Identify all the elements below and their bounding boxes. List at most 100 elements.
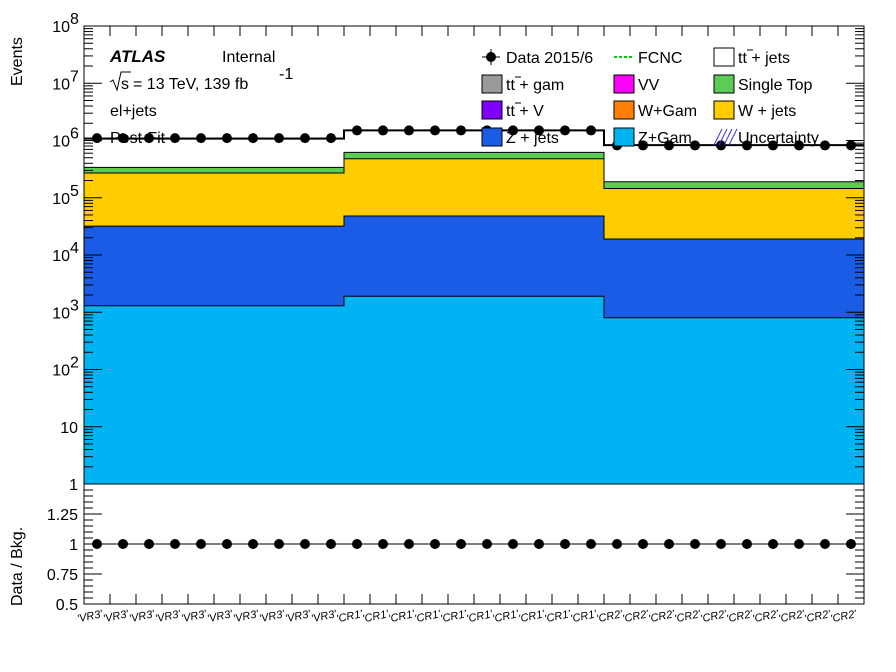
- ratio-point: [378, 539, 388, 549]
- ratio-y-axis: 0.5 0.75 1 1.25: [47, 483, 864, 614]
- internal-label: Internal: [222, 49, 275, 66]
- data-point: [144, 133, 154, 144]
- main-y-tick-exponent: 5: [70, 183, 79, 200]
- stack-bar-z-gam-vr3: [84, 305, 344, 484]
- x-axis: 'VR3''VR3''VR3''VR3''VR3''VR3''VR3''VR3'…: [76, 26, 865, 625]
- stack-bar-z-gam-cr2: [604, 317, 864, 484]
- stack-edge-z-gam: [84, 295, 864, 319]
- main-y-tick-exponent: 4: [70, 240, 79, 257]
- legend-label-vv: VV: [638, 77, 660, 94]
- main-stack: [84, 129, 864, 485]
- x-tick-label: 'CR2': [725, 608, 754, 625]
- data-point: [326, 133, 336, 144]
- stack-edge-z-jets: [84, 215, 864, 240]
- main-y-tick-label: 10: [52, 248, 70, 265]
- data-point: [638, 140, 648, 151]
- main-y-tick-exponent: 6: [70, 126, 79, 143]
- data-point: [222, 133, 232, 144]
- main-y-tick-exponent: 7: [70, 68, 79, 85]
- x-tick-label: 'CR2': [829, 608, 858, 625]
- legend-marker-vv: [613, 74, 635, 94]
- ratio-point: [248, 539, 258, 549]
- main-y-tick-label: 10: [52, 76, 70, 93]
- energy-lumi-annotation: s = 13 TeV, 139 fb -1: [109, 66, 293, 93]
- data-point: [456, 125, 466, 136]
- x-tick-label: 'CR1': [387, 608, 416, 625]
- data-point: [586, 125, 596, 136]
- ratio-point: [118, 539, 128, 549]
- ratio-data-points: [84, 539, 864, 549]
- ratio-point: [716, 539, 726, 549]
- main-y-axis-title: Events: [9, 37, 26, 86]
- x-tick-label: 'CR2': [803, 608, 832, 625]
- legend-marker-w-gam: [613, 100, 635, 120]
- legend-marker-tt-v: [481, 100, 503, 120]
- legend-marker-z-jets: [481, 127, 503, 147]
- x-tick-label: 'CR1': [491, 608, 520, 625]
- x-tick-label: 'VR3': [102, 608, 130, 625]
- data-point: [664, 140, 674, 151]
- data-point: [430, 125, 440, 136]
- fit-label: Post-Fit: [110, 130, 166, 147]
- ratio-point: [482, 539, 492, 549]
- ratio-point: [794, 539, 804, 549]
- ratio-point: [586, 539, 596, 549]
- main-y-tick-label: 10: [60, 420, 78, 437]
- data-point: [820, 140, 830, 151]
- data-point: [248, 133, 258, 144]
- legend-label-fcnc: FCNC: [638, 50, 682, 67]
- x-tick-label: 'CR2': [673, 608, 702, 625]
- ratio-point: [534, 539, 544, 549]
- ratio-point: [430, 539, 440, 549]
- channel-label: el+jets: [110, 103, 157, 120]
- data-point: [846, 140, 856, 151]
- legend-marker-tt-jets: [713, 47, 735, 67]
- legend-label-tt-jets: tt + jets: [738, 50, 790, 67]
- legend-hatch-line: [728, 128, 738, 146]
- x-tick-label: 'VR3': [76, 608, 104, 625]
- ratio-point: [274, 539, 284, 549]
- x-tick-label: 'CR2': [777, 608, 806, 625]
- x-tick-label: 'VR3': [128, 608, 156, 625]
- lumi-exponent: -1: [279, 66, 293, 83]
- data-point: [534, 125, 544, 136]
- x-tick-label: 'CR1': [465, 608, 494, 625]
- ratio-point: [820, 539, 830, 549]
- data-point: [768, 140, 778, 151]
- ratio-point: [612, 539, 622, 549]
- ratio-y-tick-label: 0.5: [56, 597, 78, 614]
- data-point: [378, 125, 388, 136]
- ratio-y-tick-label: 1: [69, 537, 78, 554]
- x-tick-label: 'CR1': [335, 608, 364, 625]
- ratio-point: [300, 539, 310, 549]
- data-point: [300, 133, 310, 144]
- x-tick-label: 'CR1': [413, 608, 442, 625]
- main-y-tick-label: 10: [52, 191, 70, 208]
- main-y-tick-label: 10: [52, 19, 70, 36]
- ratio-point: [222, 539, 232, 549]
- legend-marker-data-2015-6: [486, 52, 496, 62]
- x-tick-label: 'CR1': [543, 608, 572, 625]
- stack-edge-single-top: [84, 151, 864, 183]
- data-point: [170, 133, 180, 144]
- x-tick-label: 'CR2': [595, 608, 624, 625]
- main-y-tick-label: 1: [69, 477, 78, 494]
- x-tick-label: 'VR3': [258, 608, 286, 625]
- atlas-label: ATLAS: [109, 47, 166, 66]
- ratio-y-tick-label: 1.25: [47, 507, 78, 524]
- legend-label-w-jets: W + jets: [738, 103, 796, 120]
- x-tick-label: 'VR3': [206, 608, 234, 625]
- x-tick-label: 'VR3': [180, 608, 208, 625]
- legend-label-tt-gam: tt + gam: [506, 77, 564, 94]
- main-y-tick-exponent: 3: [70, 297, 79, 314]
- legend-hatch-line: [723, 128, 733, 146]
- legend-label-z-gam: Z+Gam: [638, 130, 692, 147]
- data-point: [560, 125, 570, 136]
- data-point: [92, 133, 102, 144]
- legend-marker-single-top: [713, 74, 735, 94]
- ratio-point: [456, 539, 466, 549]
- stack-bar-z-gam-cr1: [344, 296, 604, 484]
- x-tick-label: 'VR3': [310, 608, 338, 625]
- ratio-y-axis-title: Data / Bkg.: [9, 527, 26, 606]
